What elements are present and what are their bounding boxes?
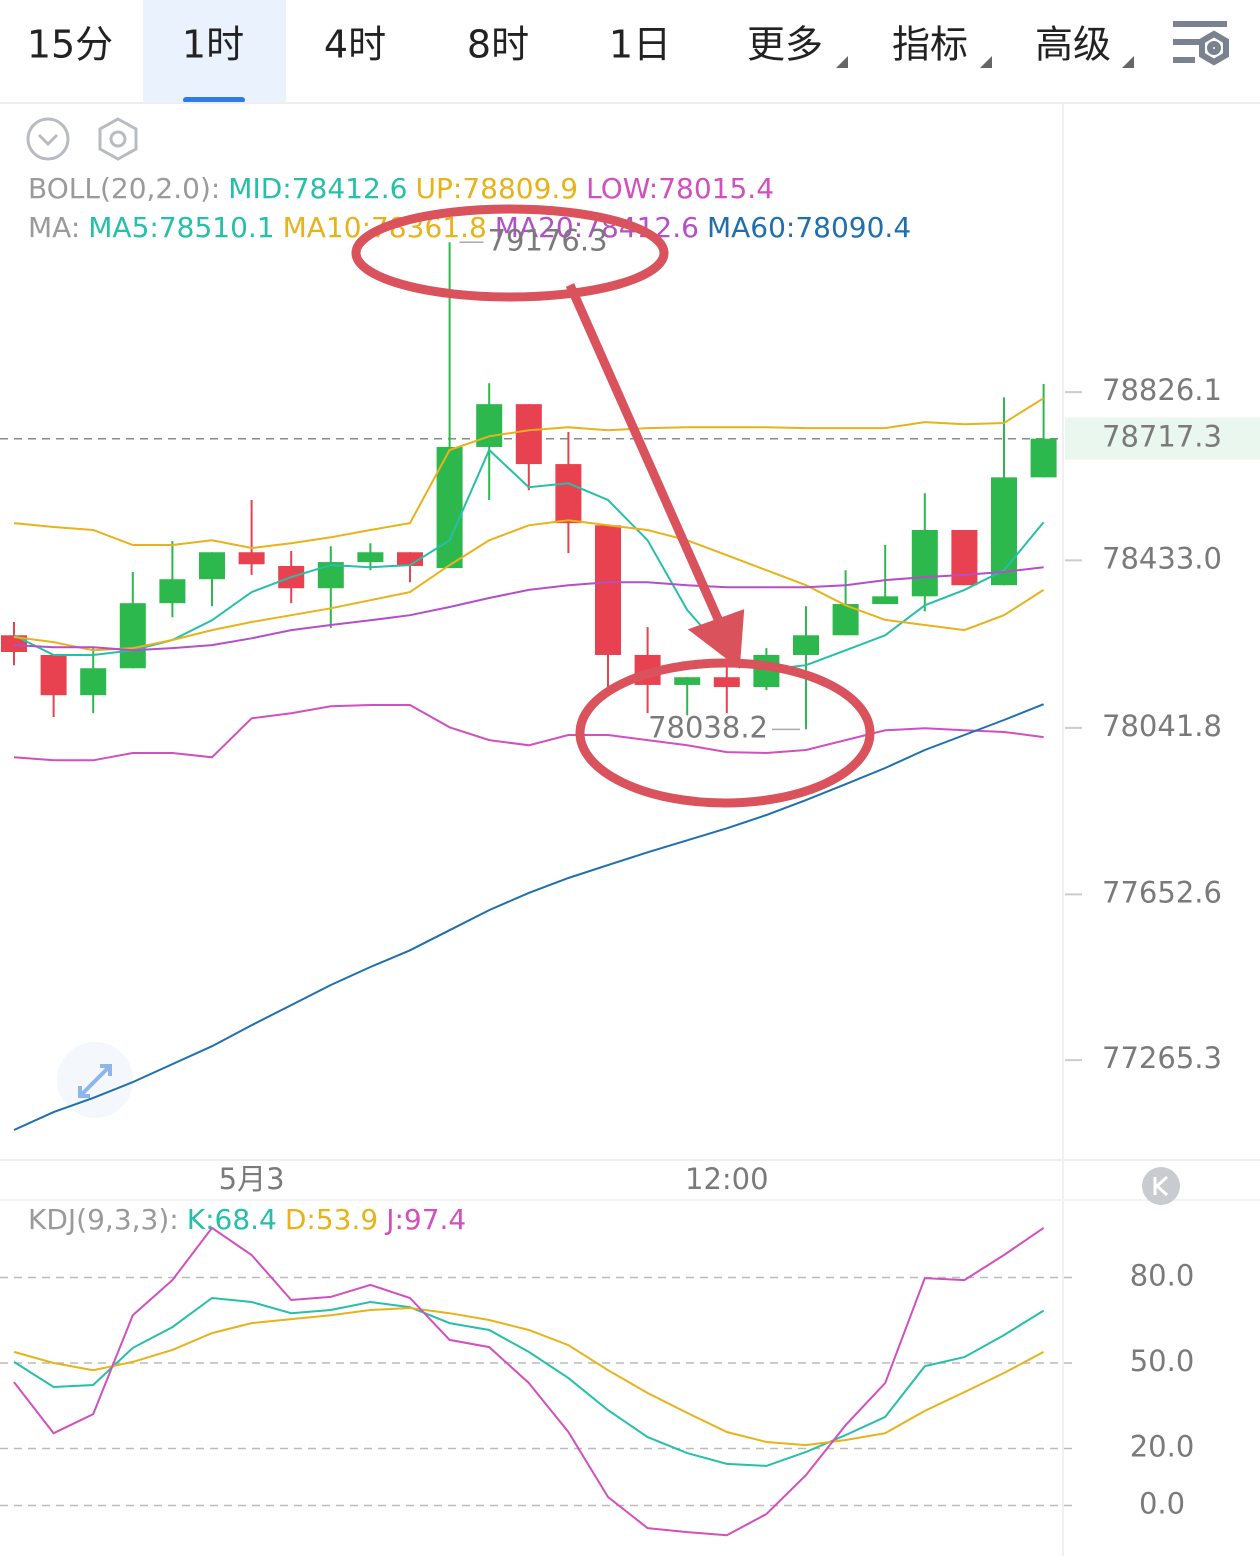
- legend-label: MA:: [28, 211, 80, 244]
- x-tick-label: 5月3: [219, 1162, 285, 1196]
- y-tick-label: 80.0: [1130, 1259, 1195, 1293]
- legend: BOLL(20,2.0): MID:78412.6 UP:78809.9 LOW:78…: [28, 172, 774, 205]
- candle-body: [238, 552, 265, 565]
- low-label: 78038.2: [648, 710, 768, 744]
- candle-body: [1030, 438, 1057, 478]
- y-tick-label: 20.0: [1130, 1430, 1195, 1464]
- settings-icon[interactable]: [1173, 21, 1229, 66]
- current-price-label: 78717.3: [1102, 420, 1222, 454]
- legend-label: BOLL(20,2.0):: [28, 172, 220, 205]
- y-tick-label: 77652.6: [1102, 875, 1222, 909]
- tab[interactable]: 更多: [747, 23, 823, 67]
- tab[interactable]: 高级: [1035, 23, 1111, 67]
- main-chart: 78826.1 78433.0 78041.8 77652.6 77265.3 5月3 12…: [0, 172, 1260, 1196]
- candle-body: [674, 677, 701, 685]
- indicator-line: [13, 448, 1045, 671]
- annotation: [351, 204, 875, 808]
- y-tick-label: 50.0: [1130, 1344, 1195, 1378]
- y-tick-label: 78041.8: [1102, 709, 1222, 743]
- candle-body: [793, 635, 819, 655]
- candle-body: [595, 525, 621, 655]
- active-tab-indicator: [183, 97, 245, 103]
- legend-item: K:68.4: [187, 1203, 277, 1236]
- indicator-line: [13, 1226, 1045, 1537]
- legend-item: J:97.4: [384, 1203, 466, 1236]
- tab[interactable]: 15分: [27, 23, 113, 67]
- legend: KDJ(9,3,3): K:68.4 D:53.9 J:97.4: [28, 1203, 466, 1236]
- legend-item: MID:78412.6: [228, 172, 407, 205]
- current-price-bg: [1065, 417, 1260, 460]
- dropdown-marker: [836, 56, 848, 68]
- dropdown-marker: [980, 56, 992, 68]
- indicator-line: [13, 397, 1045, 550]
- toolbar: 15分 1时 4时 8时 1日 更多 指标 高级: [27, 0, 1111, 103]
- kdj-chart: 80.0 50.0 20.0 0.0 KDJ(9,3,3): K:68.4 D:53.9 J:…: [0, 1203, 1195, 1537]
- candle-body: [872, 596, 899, 605]
- dropdown-marker: [1122, 56, 1134, 68]
- x-tick-label: 12:00: [685, 1162, 769, 1196]
- candle-body: [397, 552, 423, 566]
- candle-body: [911, 529, 938, 597]
- candle-body: [199, 552, 225, 580]
- legend-item: LOW:78015.4: [586, 172, 774, 205]
- indicator-line: [13, 519, 1045, 652]
- candle-body: [80, 668, 107, 696]
- candle-body: [515, 404, 542, 465]
- candle-body: [357, 552, 384, 563]
- candle-body: [476, 404, 503, 447]
- legend: MA: MA5:78510.1 MA10:78361.8 MA20:78412.6 MA…: [28, 211, 911, 244]
- legend-item: MA60:78090.4: [707, 211, 911, 244]
- candle-body: [119, 603, 146, 669]
- expand-icon[interactable]: [57, 1042, 133, 1118]
- indicator-line: [13, 1306, 1045, 1447]
- candle-body: [159, 579, 186, 604]
- candle-body: [713, 677, 740, 688]
- legend-item: MA5:78510.1: [88, 211, 274, 244]
- indicator-line: [13, 566, 1044, 652]
- k-button[interactable]: [1142, 1167, 1180, 1205]
- y-tick-label: 77265.3: [1102, 1041, 1222, 1075]
- active-tab-bg: [143, 0, 286, 103]
- tab[interactable]: 指标: [892, 23, 968, 67]
- y-tick-label: 0.0: [1139, 1487, 1185, 1521]
- candle-body: [555, 464, 582, 524]
- candle-body: [951, 529, 978, 586]
- tab[interactable]: 1时: [182, 23, 244, 67]
- tab[interactable]: 4时: [324, 23, 386, 67]
- indicator-settings-icon[interactable]: [98, 117, 138, 161]
- candle-body: [40, 654, 67, 696]
- y-tick-label: 78433.0: [1102, 541, 1222, 575]
- high-label: 79176.3: [488, 223, 608, 257]
- tab[interactable]: 8时: [467, 23, 529, 67]
- y-tick-label: 78826.1: [1102, 373, 1222, 407]
- legend-label: KDJ(9,3,3):: [28, 1203, 179, 1236]
- legend-item: D:53.9: [285, 1203, 378, 1236]
- collapse-icon[interactable]: [26, 117, 70, 161]
- legend-item: UP:78809.9: [416, 172, 579, 205]
- indicator-line: [13, 1296, 1045, 1467]
- tab[interactable]: 1日: [609, 23, 671, 67]
- indicator-line: [13, 703, 1044, 1131]
- candle-body: [991, 477, 1017, 586]
